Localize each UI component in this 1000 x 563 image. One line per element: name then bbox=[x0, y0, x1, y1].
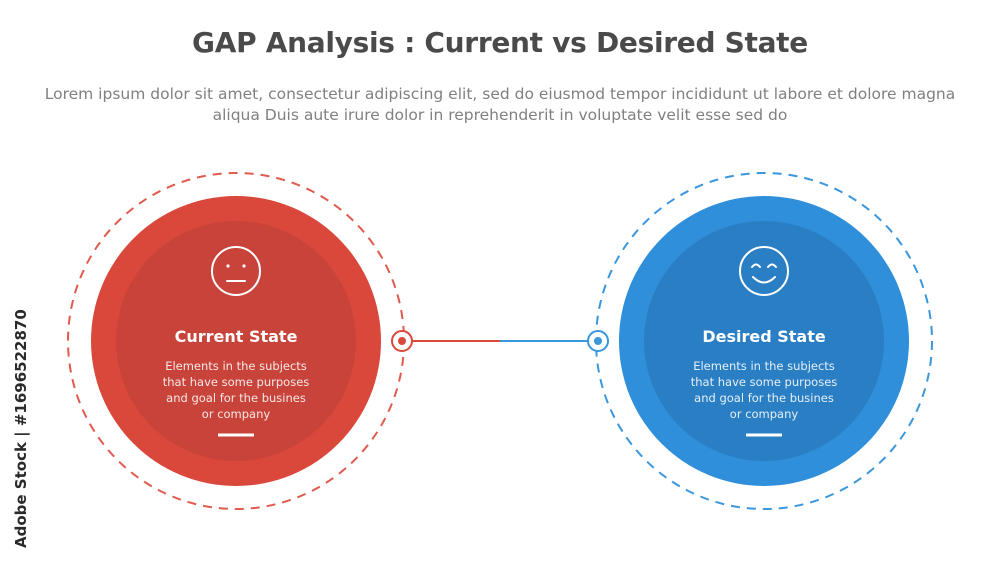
desired-state-title: Desired State bbox=[702, 327, 826, 346]
desired-state-dashed-ring bbox=[595, 172, 933, 510]
smiling-face-icon bbox=[739, 246, 789, 296]
stock-watermark: Adobe Stock | #1696522870 bbox=[12, 309, 30, 548]
desired-state-description: Elements in the subjects that have some … bbox=[690, 359, 838, 421]
page-title: GAP Analysis : Current vs Desired State bbox=[192, 26, 808, 59]
desired-state-card: Desired State Elements in the subjects t… bbox=[664, 327, 864, 422]
current-state-description: Elements in the subjects that have some … bbox=[162, 359, 310, 421]
current-state-title: Current State bbox=[174, 327, 298, 346]
neutral-face-icon bbox=[211, 246, 261, 296]
current-state-card: Current State Elements in the subjects t… bbox=[136, 327, 336, 422]
desired-state-inner-circle bbox=[644, 221, 884, 461]
current-state-inner-circle bbox=[116, 221, 356, 461]
page-description: Lorem ipsum dolor sit amet, consectetur … bbox=[44, 85, 956, 124]
